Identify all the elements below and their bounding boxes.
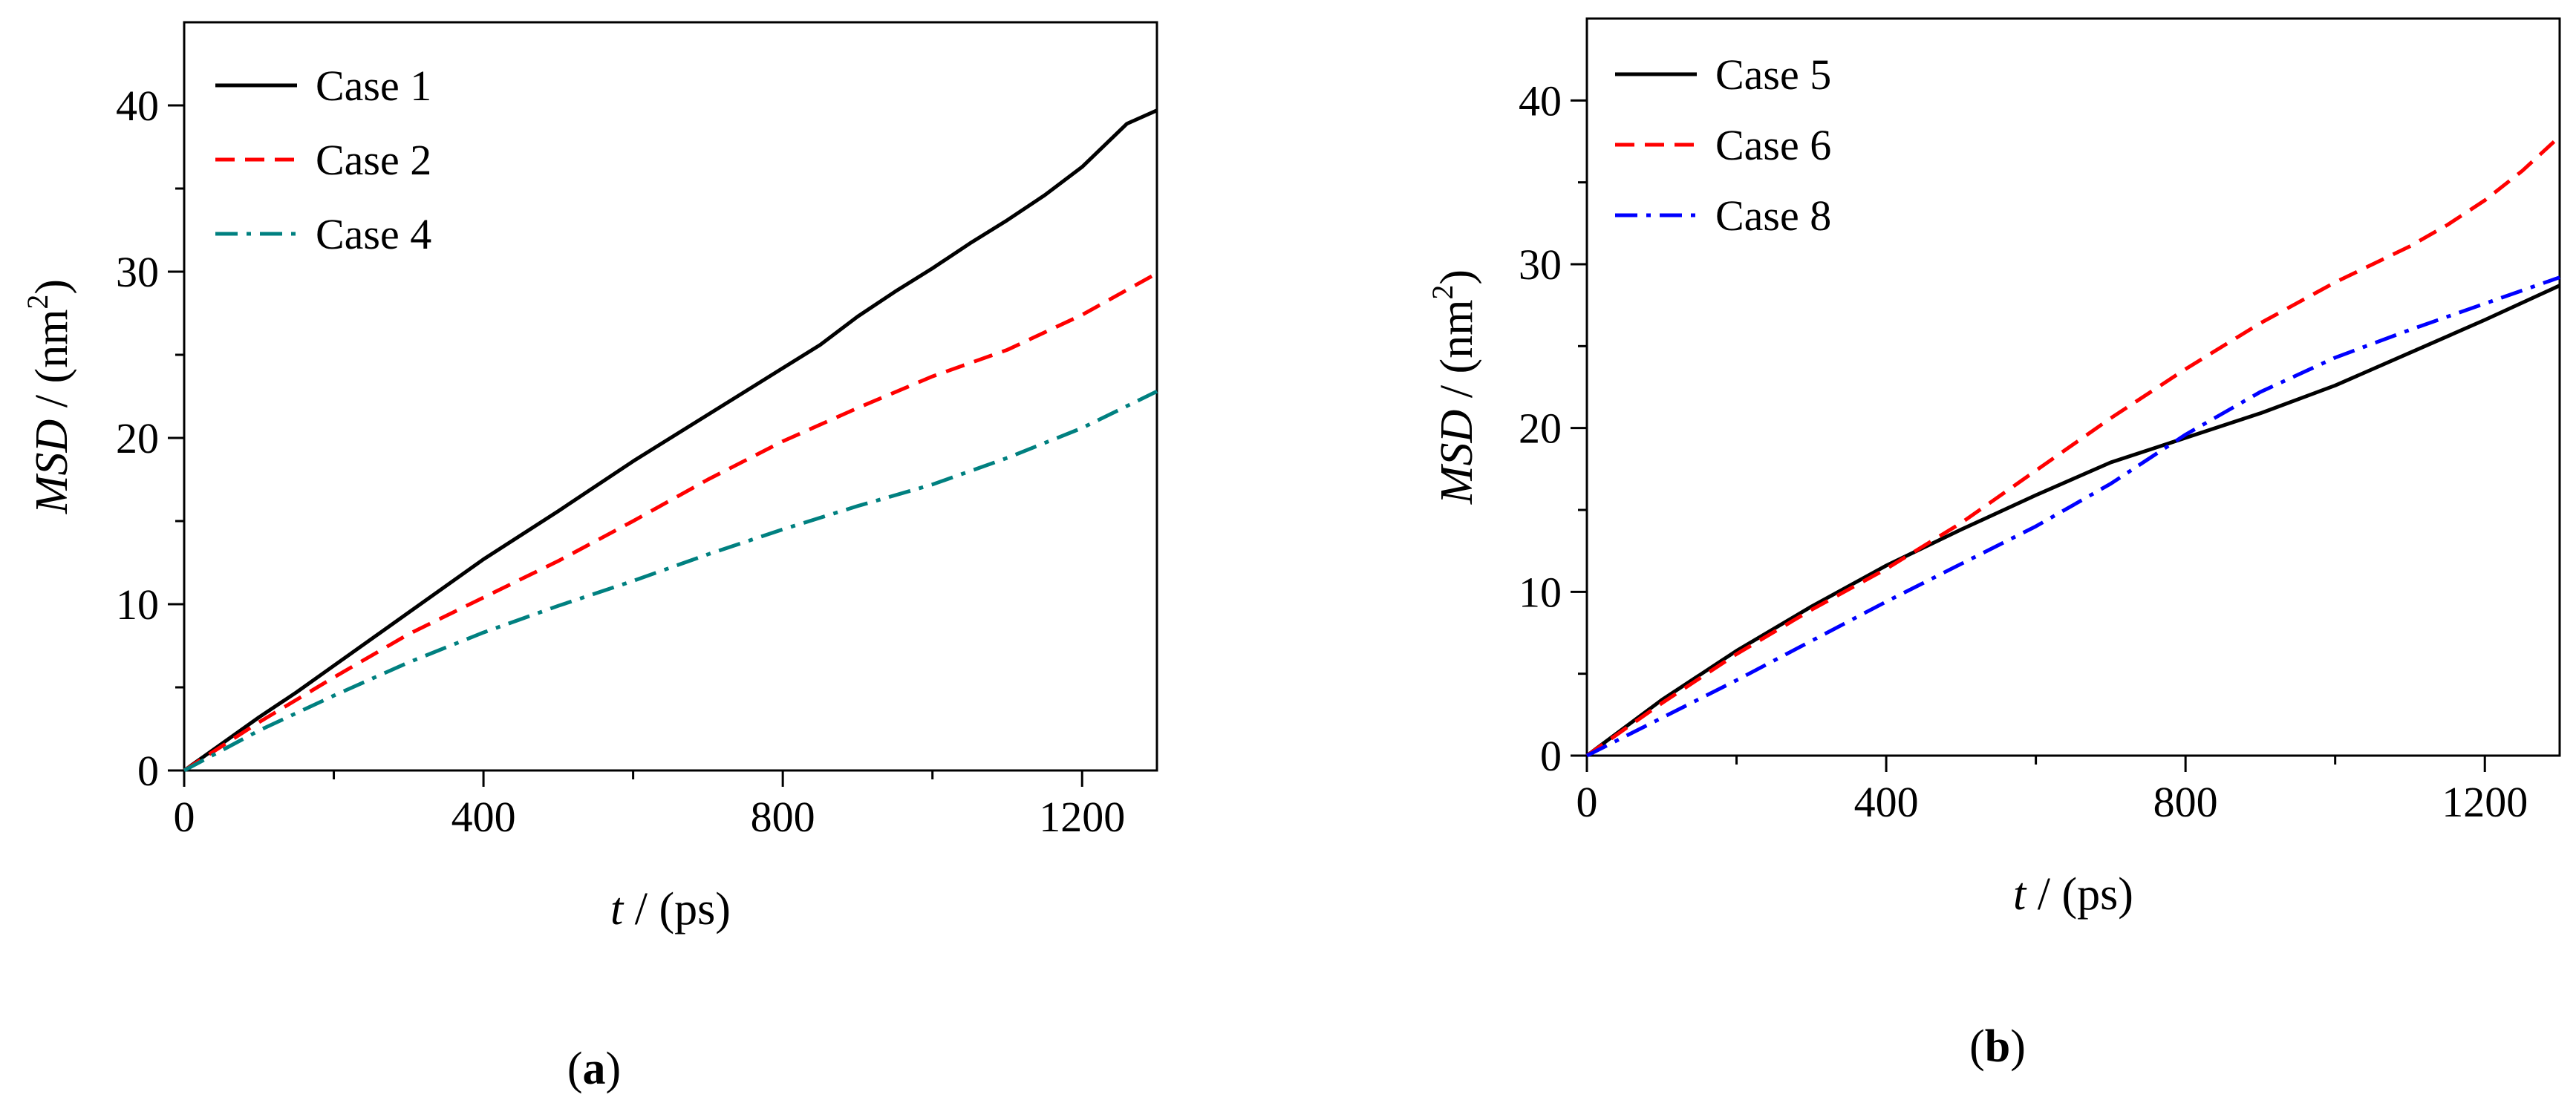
- x-tick-label-a: 0: [174, 793, 195, 841]
- y-axis-title-b: MSD / (nm2): [1426, 269, 1482, 505]
- x-axis-unit-b: / (ps): [2026, 869, 2133, 920]
- x-axis-title-a: t / (ps): [610, 884, 731, 935]
- series-line-case-1: [183, 108, 1158, 773]
- panel-letter-b: b: [1985, 1021, 2010, 1072]
- panel-label-a: (a): [567, 1044, 621, 1094]
- y-tick-label-b: 20: [1519, 405, 1562, 453]
- y-tick-label-b: 40: [1519, 76, 1562, 125]
- x-axis-var-b: t: [2013, 869, 2027, 920]
- y-tick-label-b: 10: [1519, 568, 1562, 616]
- panel-letter-a: a: [583, 1044, 606, 1094]
- series-a: [183, 108, 1158, 773]
- plot-frame-b: [1585, 17, 2561, 757]
- y-axis-unit-a: / (nm: [27, 310, 77, 419]
- y-tick-label-b: 30: [1519, 240, 1562, 289]
- y-axis-var-a: MSD: [27, 419, 77, 514]
- x-tick-label-a: 800: [751, 793, 815, 841]
- y-tick-label-a: 20: [116, 414, 159, 462]
- series-line-case-2: [183, 272, 1158, 773]
- x-tick-label-a: 1200: [1039, 793, 1125, 841]
- legend-b: Case 5 Case 6 Case 8: [1615, 50, 1831, 240]
- x-tick-label-b: 800: [2153, 778, 2218, 826]
- series-line-case-5: [1585, 284, 2561, 758]
- y-axis-sup-b: 2: [1426, 285, 1459, 300]
- y-axis-unit-end-a: ): [27, 279, 77, 295]
- panel-label-b: (b): [1969, 1021, 2026, 1072]
- series-line-case-6: [1585, 135, 2561, 758]
- y-axis-unit-b: / (nm: [1432, 300, 1482, 410]
- legend-label-case-8: Case 8: [1715, 192, 1831, 240]
- y-tick-label-a: 40: [116, 82, 159, 130]
- ticks-b: 0 400 800 1200 0 10 20 30 40: [1519, 76, 2528, 826]
- x-tick-label-b: 1200: [2442, 778, 2528, 826]
- legend-label-case-6: Case 6: [1715, 121, 1831, 169]
- y-axis-sup-a: 2: [21, 295, 54, 310]
- y-tick-label-a: 0: [137, 747, 159, 795]
- series-line-case-4: [183, 390, 1158, 773]
- y-tick-label-a: 10: [116, 580, 159, 629]
- y-axis-var-b: MSD: [1432, 410, 1482, 505]
- plot-frame-a: [183, 21, 1158, 772]
- legend-label-case-5: Case 5: [1715, 50, 1831, 99]
- series-b: [1585, 135, 2561, 758]
- x-tick-label-b: 400: [1854, 778, 1919, 826]
- x-axis-title-b: t / (ps): [2013, 869, 2133, 920]
- x-tick-label-b: 0: [1576, 778, 1598, 826]
- series-line-case-8: [1585, 275, 2560, 758]
- ticks-a: 0 400 800 1200 0 10 20 30 40: [116, 82, 1125, 841]
- y-axis-title-a: MSD / (nm2): [21, 279, 77, 514]
- legend-a: Case 1 Case 2 Case 4: [215, 62, 431, 258]
- legend-label-case-4: Case 4: [316, 210, 431, 258]
- y-tick-label-b: 0: [1540, 732, 1562, 780]
- legend-label-case-2: Case 2: [316, 136, 431, 184]
- x-axis-unit-a: / (ps): [623, 884, 731, 935]
- y-axis-unit-end-b: ): [1432, 269, 1482, 285]
- y-tick-label-a: 30: [116, 248, 159, 296]
- x-tick-label-a: 400: [451, 793, 516, 841]
- x-axis-var-a: t: [610, 884, 625, 935]
- legend-label-case-1: Case 1: [316, 62, 431, 110]
